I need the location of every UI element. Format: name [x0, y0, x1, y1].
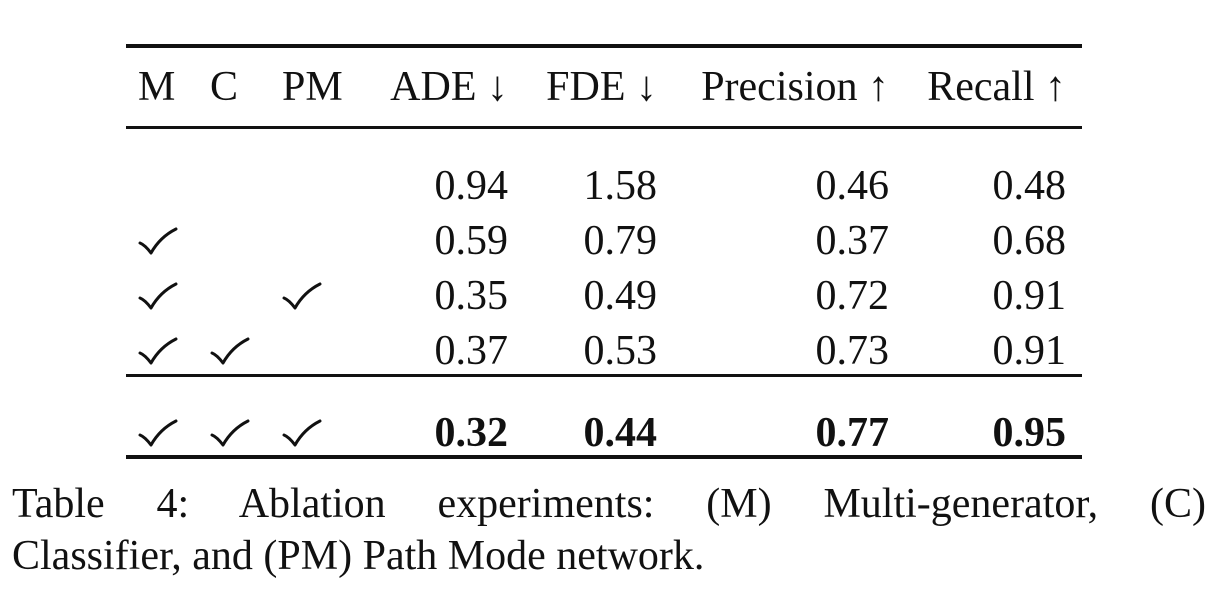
table-row: 0.35 0.49 0.72 0.91: [126, 271, 1082, 321]
header-ade: ADE ↓: [390, 64, 508, 110]
table-top-rule: [126, 44, 1082, 48]
header-c: C: [210, 64, 239, 110]
cell-c: [210, 326, 258, 376]
cell-pm: [282, 408, 362, 458]
table-header-row: M C PM ADE ↓ FDE ↓ Precision ↑ Recall ↑: [126, 62, 1082, 112]
cell-recall: 0.91: [992, 273, 1067, 319]
cell-pm: [282, 271, 362, 321]
header-m: M: [138, 64, 176, 110]
cell-m: [138, 271, 186, 321]
table-header-rule: [126, 126, 1082, 129]
cell-pm: [282, 216, 362, 266]
cell-fde: 1.58: [583, 163, 658, 209]
table-row-best: 0.32 0.44 0.77 0.95: [126, 408, 1082, 458]
header-precision: Precision ↑: [701, 64, 889, 110]
caption-line-1: Table 4: Ablation experiments: (M) Multi…: [12, 481, 1206, 527]
cell-precision: 0.73: [815, 328, 890, 374]
cell-recall: 0.68: [992, 218, 1067, 264]
cell-fde: 0.79: [583, 218, 658, 264]
checkmark-icon: [138, 282, 178, 310]
cell-recall: 0.95: [992, 410, 1067, 456]
cell-m: [138, 161, 186, 211]
header-fde: FDE ↓: [546, 64, 657, 110]
cell-ade: 0.32: [434, 410, 509, 456]
table-summary-rule: [126, 374, 1082, 377]
checkmark-icon: [138, 227, 178, 255]
cell-m: [138, 408, 186, 458]
table-row: 0.37 0.53 0.73 0.91: [126, 326, 1082, 376]
cell-c: [210, 216, 258, 266]
cell-pm: [282, 326, 362, 376]
cell-fde: 0.49: [583, 273, 658, 319]
header-pm: PM: [282, 64, 343, 110]
table-row: 0.94 1.58 0.46 0.48: [126, 161, 1082, 211]
cell-ade: 0.59: [434, 218, 509, 264]
cell-precision: 0.37: [815, 218, 890, 264]
checkmark-icon: [282, 419, 322, 447]
checkmark-icon: [282, 282, 322, 310]
header-recall: Recall ↑: [927, 64, 1066, 110]
cell-ade: 0.37: [434, 328, 509, 374]
cell-precision: 0.72: [815, 273, 890, 319]
table-row: 0.59 0.79 0.37 0.68: [126, 216, 1082, 266]
checkmark-icon: [210, 419, 250, 447]
table-bottom-rule: [126, 455, 1082, 459]
checkmark-icon: [138, 419, 178, 447]
cell-m: [138, 326, 186, 376]
cell-fde: 0.44: [583, 410, 658, 456]
cell-ade: 0.94: [434, 163, 509, 209]
cell-c: [210, 161, 258, 211]
checkmark-icon: [210, 337, 250, 365]
cell-fde: 0.53: [583, 328, 658, 374]
cell-precision: 0.46: [815, 163, 890, 209]
cell-c: [210, 271, 258, 321]
cell-pm: [282, 161, 362, 211]
cell-ade: 0.35: [434, 273, 509, 319]
cell-c: [210, 408, 258, 458]
cell-recall: 0.91: [992, 328, 1067, 374]
caption-line-2: Classifier, and (PM) Path Mode network.: [12, 533, 705, 579]
table-caption: Table 4: Ablation experiments: (M) Multi…: [12, 478, 1212, 582]
cell-m: [138, 216, 186, 266]
cell-precision: 0.77: [815, 410, 890, 456]
checkmark-icon: [138, 337, 178, 365]
cell-recall: 0.48: [992, 163, 1067, 209]
